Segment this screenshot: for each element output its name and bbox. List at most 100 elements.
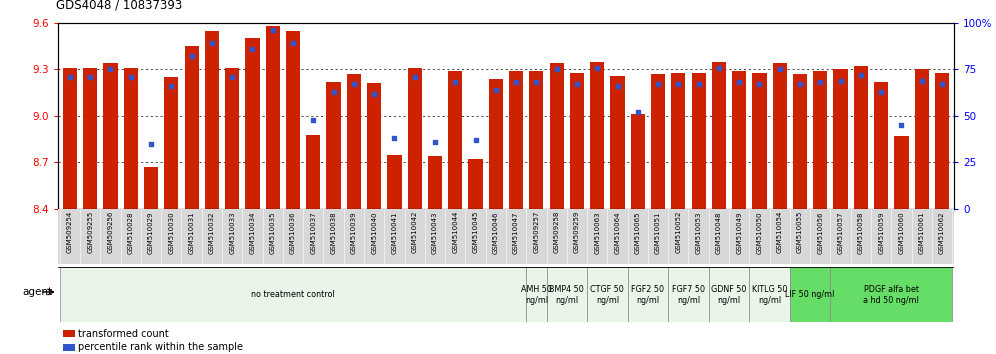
Text: GSM509254: GSM509254 (67, 211, 73, 253)
Text: GSM510041: GSM510041 (391, 211, 397, 253)
Bar (448, 71, 462, 209)
Point (386, 135, 402, 141)
Text: GSM510053: GSM510053 (695, 211, 701, 253)
Text: GSM510032: GSM510032 (209, 211, 215, 253)
Text: GSM509257: GSM509257 (534, 211, 540, 253)
Bar (63, 68, 77, 209)
Bar (587, 267, 627, 322)
Point (83, 74, 99, 80)
Point (549, 67, 565, 72)
Point (224, 74, 240, 80)
Point (62, 74, 78, 80)
Point (406, 74, 422, 80)
Text: GSM510064: GSM510064 (615, 211, 621, 253)
Point (467, 137, 483, 143)
Point (346, 81, 362, 87)
Point (590, 65, 606, 70)
Point (913, 78, 929, 84)
Bar (854, 66, 868, 209)
Text: GSM510033: GSM510033 (229, 211, 235, 254)
Text: GSM510029: GSM510029 (148, 211, 154, 253)
Bar (550, 63, 564, 209)
Bar (104, 63, 118, 209)
Point (629, 109, 645, 115)
Bar (526, 267, 547, 322)
Bar (347, 74, 361, 209)
Text: GSM509258: GSM509258 (554, 211, 560, 253)
Point (123, 74, 138, 80)
Bar (368, 84, 381, 209)
Text: GSM510052: GSM510052 (675, 211, 681, 253)
Text: GSM510062: GSM510062 (939, 211, 945, 253)
Point (569, 81, 585, 87)
Bar (749, 267, 790, 322)
Text: GSM510038: GSM510038 (331, 211, 337, 254)
Text: GSM510036: GSM510036 (290, 211, 296, 254)
Point (488, 87, 504, 93)
Point (752, 81, 768, 87)
Text: GSM510045: GSM510045 (472, 211, 478, 253)
Point (670, 81, 686, 87)
Bar (83, 68, 98, 209)
Text: GSM509259: GSM509259 (574, 211, 580, 253)
Text: AMH 50
ng/ml: AMH 50 ng/ml (521, 285, 552, 305)
Bar (327, 82, 341, 209)
Point (853, 72, 869, 78)
Bar (790, 267, 831, 322)
Bar (286, 31, 300, 209)
Bar (834, 69, 848, 209)
Bar (611, 76, 624, 209)
Bar (428, 156, 442, 209)
Text: transformed count: transformed count (78, 329, 168, 339)
Bar (407, 68, 421, 209)
Point (367, 91, 382, 96)
Text: GSM510044: GSM510044 (452, 211, 458, 253)
Text: GSM510065: GSM510065 (634, 211, 640, 253)
Bar (671, 73, 685, 209)
Point (529, 80, 545, 85)
Text: GSM510037: GSM510037 (311, 211, 317, 254)
Text: GSM510035: GSM510035 (270, 211, 276, 253)
Text: agent: agent (23, 287, 53, 297)
Point (103, 67, 119, 72)
Text: GSM510031: GSM510031 (188, 211, 194, 254)
Bar (914, 69, 929, 209)
Bar (752, 73, 767, 209)
Bar (651, 74, 665, 209)
Point (508, 80, 524, 85)
Text: GSM510055: GSM510055 (797, 211, 803, 253)
Point (447, 80, 463, 85)
Text: GSM510061: GSM510061 (918, 211, 924, 254)
Bar (691, 73, 706, 209)
Point (711, 65, 727, 70)
Bar (205, 31, 219, 209)
Point (183, 53, 199, 59)
Text: GSM510063: GSM510063 (595, 211, 601, 254)
Bar (630, 114, 644, 209)
Bar (732, 71, 746, 209)
Text: GSM509256: GSM509256 (108, 211, 114, 253)
Text: CTGF 50
ng/ml: CTGF 50 ng/ml (591, 285, 624, 305)
Bar (547, 267, 587, 322)
Bar (387, 155, 401, 209)
Point (326, 89, 342, 95)
Bar (245, 39, 260, 209)
Text: GSM510058: GSM510058 (858, 211, 864, 253)
Text: GSM510057: GSM510057 (838, 211, 844, 253)
Point (792, 81, 808, 87)
Bar (668, 267, 709, 322)
Text: GSM510047: GSM510047 (513, 211, 519, 253)
Bar (509, 71, 523, 209)
Bar (529, 71, 544, 209)
Text: GSM509255: GSM509255 (88, 211, 94, 253)
Text: GSM510060: GSM510060 (898, 211, 904, 254)
Text: GSM510048: GSM510048 (716, 211, 722, 253)
Bar (144, 167, 158, 209)
Point (610, 83, 625, 89)
Text: percentile rank within the sample: percentile rank within the sample (78, 342, 243, 352)
Point (873, 89, 889, 95)
Bar (184, 46, 199, 209)
Text: FGF7 50
ng/ml: FGF7 50 ng/ml (672, 285, 705, 305)
Point (306, 117, 322, 122)
Bar (894, 136, 908, 209)
